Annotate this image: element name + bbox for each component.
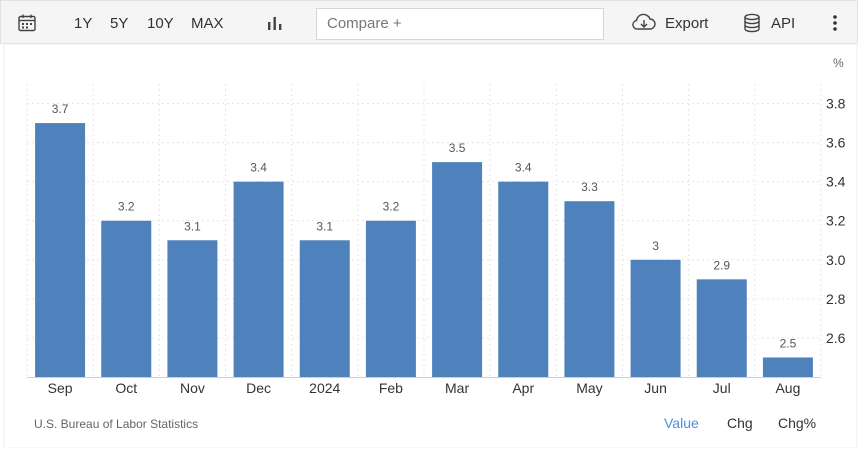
data-label: 3.3 (581, 180, 598, 194)
export-button[interactable]: Export (631, 1, 708, 45)
data-label: 3.5 (449, 141, 466, 155)
data-label: 3.1 (316, 219, 333, 233)
data-label: 3 (652, 239, 659, 253)
x-tick-label: Nov (180, 380, 205, 396)
x-tick-label: Jul (713, 380, 731, 396)
y-tick-label: 3.6 (826, 135, 846, 151)
x-tick-label: Feb (379, 380, 403, 396)
y-tick-label: 3.0 (826, 252, 846, 268)
x-tick-label: Apr (512, 380, 534, 396)
database-icon (743, 13, 761, 33)
x-tick-label: Dec (246, 380, 271, 396)
calendar-icon[interactable] (17, 1, 37, 45)
data-label: 3.2 (118, 200, 135, 214)
bar[interactable] (762, 357, 813, 377)
data-label: 2.5 (780, 336, 797, 350)
bar-chart-icon[interactable] (266, 1, 284, 45)
data-label: 3.4 (515, 161, 532, 175)
x-tick-label: 2024 (309, 380, 340, 396)
cloud-download-icon (631, 13, 657, 33)
compare-input[interactable]: Compare + (316, 8, 604, 40)
bar[interactable] (299, 240, 350, 377)
api-label: API (771, 14, 796, 32)
tab-chg[interactable]: Chg (727, 415, 753, 431)
range-10y-button[interactable]: 10Y (147, 14, 174, 32)
data-label: 3.2 (383, 200, 400, 214)
bar[interactable] (498, 181, 549, 377)
bar[interactable] (564, 201, 615, 377)
x-tick-label: May (576, 380, 602, 396)
bar[interactable] (35, 123, 86, 377)
bar[interactable] (101, 220, 152, 377)
x-tick-label: Oct (115, 380, 137, 396)
bar-chart: 2.6 2.8 3.0 3.2 3.4 3.6 3.8% 3.7 Sep 3.2 Oct 3.1 Nov… (3, 43, 858, 449)
tab-chg-percent[interactable]: Chg% (778, 415, 817, 431)
x-tick-label: Sep (48, 380, 73, 396)
bar[interactable] (233, 181, 284, 377)
tab-value[interactable]: Value (664, 415, 699, 431)
y-tick-label: 2.6 (826, 330, 846, 346)
range-max-button[interactable]: MAX (191, 14, 224, 32)
y-tick-label: 3.4 (826, 174, 846, 190)
x-tick-label: Jun (644, 380, 667, 396)
range-1y-button[interactable]: 1Y (74, 14, 93, 32)
y-tick-label: 2.8 (826, 291, 846, 307)
y-tick-label: 3.8 (826, 96, 846, 112)
data-label: 3.4 (250, 161, 267, 175)
range-5y-button[interactable]: 5Y (110, 14, 129, 32)
bar[interactable] (432, 162, 483, 377)
y-unit-label: % (833, 56, 844, 70)
data-label: 2.9 (713, 258, 730, 272)
x-tick-label: Mar (445, 380, 469, 396)
x-tick-label: Aug (775, 380, 800, 396)
bar[interactable] (167, 240, 218, 377)
bar[interactable] (630, 259, 681, 377)
data-label: 3.7 (52, 102, 69, 116)
chart-area: 2.6 2.8 3.0 3.2 3.4 3.6 3.8% 3.7 Sep 3.2 Oct 3.1 Nov… (0, 43, 860, 449)
api-button[interactable]: API (743, 1, 795, 45)
export-label: Export (665, 14, 709, 32)
bar[interactable] (365, 220, 416, 377)
data-label: 3.1 (184, 219, 201, 233)
y-tick-label: 3.2 (826, 213, 846, 229)
source-label: U.S. Bureau of Labor Statistics (34, 417, 199, 431)
more-vertical-icon[interactable] (830, 1, 840, 45)
chart-toolbar: 1Y 5Y 10Y MAX Compare + Export (0, 0, 858, 44)
bar[interactable] (696, 279, 747, 377)
